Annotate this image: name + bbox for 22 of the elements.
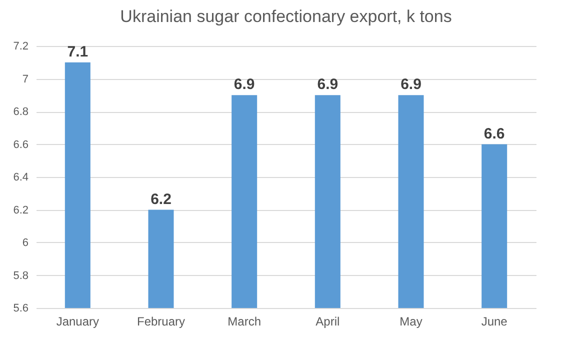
chart-title: Ukrainian sugar confectionary export, k tons: [120, 7, 452, 26]
data-label: 6.9: [400, 76, 422, 94]
x-tick-label: March: [228, 314, 262, 328]
y-tick-label: 6: [22, 237, 28, 249]
x-tick-label: June: [481, 314, 508, 328]
data-label: 7.1: [67, 43, 88, 60]
data-label: 6.9: [317, 76, 338, 94]
y-tick-label: 6.6: [13, 138, 28, 151]
x-tick-label: January: [56, 314, 100, 328]
x-tick-label: April: [316, 314, 340, 328]
y-tick-label: 7.2: [13, 40, 28, 52]
data-label: 6.9: [234, 76, 255, 94]
y-tick-label: 5.6: [13, 302, 28, 314]
data-label: 6.2: [150, 190, 172, 208]
y-tick-label: 7: [22, 73, 28, 86]
data-label: 6.6: [484, 125, 505, 142]
y-tick-label: 6.4: [13, 172, 28, 184]
x-tick-label: May: [400, 314, 422, 328]
y-tick-label: 6.8: [13, 106, 28, 118]
x-tick-label: February: [136, 314, 186, 328]
y-tick-label: 6.2: [13, 204, 28, 216]
y-tick-label: 5.8: [13, 270, 28, 282]
